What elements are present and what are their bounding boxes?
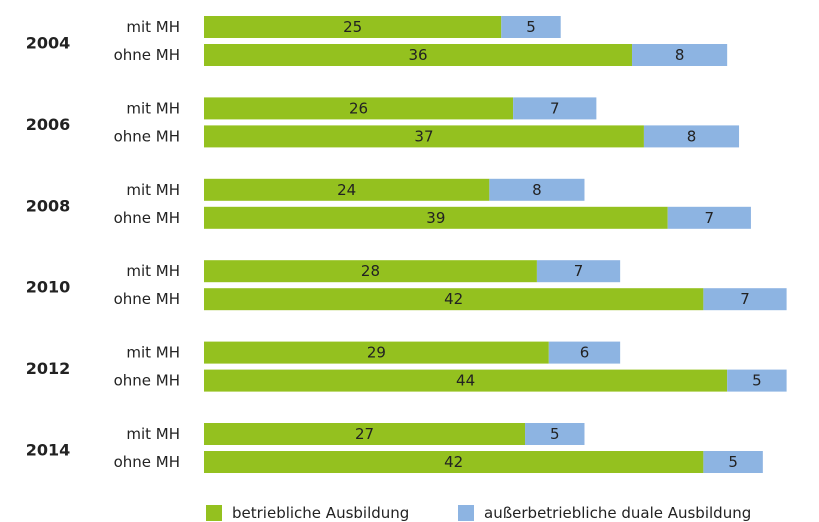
group-label: 2004 bbox=[26, 34, 71, 53]
bar-segment bbox=[501, 16, 561, 38]
bar-segment bbox=[204, 423, 526, 445]
value-label: 24 bbox=[337, 181, 356, 199]
bar-segment bbox=[204, 369, 728, 392]
value-label: 42 bbox=[444, 290, 463, 308]
bar-segment bbox=[525, 423, 585, 445]
value-label: 44 bbox=[456, 372, 475, 390]
legend-swatch bbox=[206, 505, 222, 521]
bar-segment bbox=[204, 178, 490, 201]
row-label: mit MH bbox=[126, 18, 180, 36]
bar-segment bbox=[204, 260, 537, 283]
group-label: 2010 bbox=[26, 278, 71, 297]
bar-segment bbox=[489, 178, 585, 201]
value-label: 28 bbox=[361, 262, 380, 280]
bar-segment bbox=[703, 451, 763, 473]
value-label: 5 bbox=[526, 18, 536, 36]
group-label: 2006 bbox=[26, 115, 71, 134]
bar-segment bbox=[204, 16, 502, 38]
value-label: 6 bbox=[580, 344, 590, 362]
bar-segment bbox=[513, 97, 597, 120]
bar-segment bbox=[204, 97, 514, 120]
row-label: ohne MH bbox=[114, 372, 180, 390]
value-label: 39 bbox=[426, 209, 445, 227]
value-label: 36 bbox=[408, 46, 427, 64]
value-label: 25 bbox=[343, 18, 362, 36]
row-label: ohne MH bbox=[114, 290, 180, 308]
legend-label: außerbetriebliche duale Ausbildung bbox=[484, 504, 751, 522]
bar-segment bbox=[727, 369, 787, 392]
bar-segment bbox=[204, 206, 668, 229]
legend-label: betriebliche Ausbildung bbox=[232, 504, 409, 522]
value-label: 37 bbox=[414, 127, 433, 145]
value-label: 26 bbox=[349, 99, 368, 117]
value-label: 8 bbox=[675, 46, 685, 64]
row-label: mit MH bbox=[126, 425, 180, 443]
bar-segment bbox=[632, 44, 728, 66]
row-label: mit MH bbox=[126, 262, 180, 280]
bar-segment bbox=[548, 341, 621, 364]
bar-segment bbox=[204, 451, 704, 473]
value-label: 7 bbox=[740, 290, 750, 308]
bar-segment bbox=[204, 341, 549, 364]
bar-segment bbox=[703, 288, 787, 311]
row-label: mit MH bbox=[126, 344, 180, 362]
bar-segment bbox=[643, 125, 740, 148]
row-label: ohne MH bbox=[114, 453, 180, 471]
group-label: 2014 bbox=[26, 441, 71, 460]
value-label: 7 bbox=[705, 209, 715, 227]
value-label: 7 bbox=[574, 262, 584, 280]
value-label: 5 bbox=[728, 453, 738, 471]
value-label: 5 bbox=[752, 372, 762, 390]
legend-swatch bbox=[458, 505, 474, 521]
row-label: mit MH bbox=[126, 99, 180, 117]
bar-segment bbox=[536, 260, 621, 283]
bar-segment bbox=[204, 44, 633, 66]
row-label: ohne MH bbox=[114, 127, 180, 145]
value-label: 29 bbox=[367, 344, 386, 362]
value-label: 8 bbox=[687, 127, 697, 145]
bar-segment bbox=[667, 206, 751, 229]
value-label: 27 bbox=[355, 425, 374, 443]
value-label: 7 bbox=[550, 99, 560, 117]
row-label: mit MH bbox=[126, 181, 180, 199]
row-label: ohne MH bbox=[114, 46, 180, 64]
group-label: 2008 bbox=[26, 196, 71, 215]
value-label: 8 bbox=[532, 181, 542, 199]
group-label: 2012 bbox=[26, 359, 71, 378]
bar-segment bbox=[204, 125, 644, 148]
bar-segment bbox=[204, 288, 704, 311]
value-label: 42 bbox=[444, 453, 463, 471]
value-label: 5 bbox=[550, 425, 560, 443]
row-label: ohne MH bbox=[114, 209, 180, 227]
